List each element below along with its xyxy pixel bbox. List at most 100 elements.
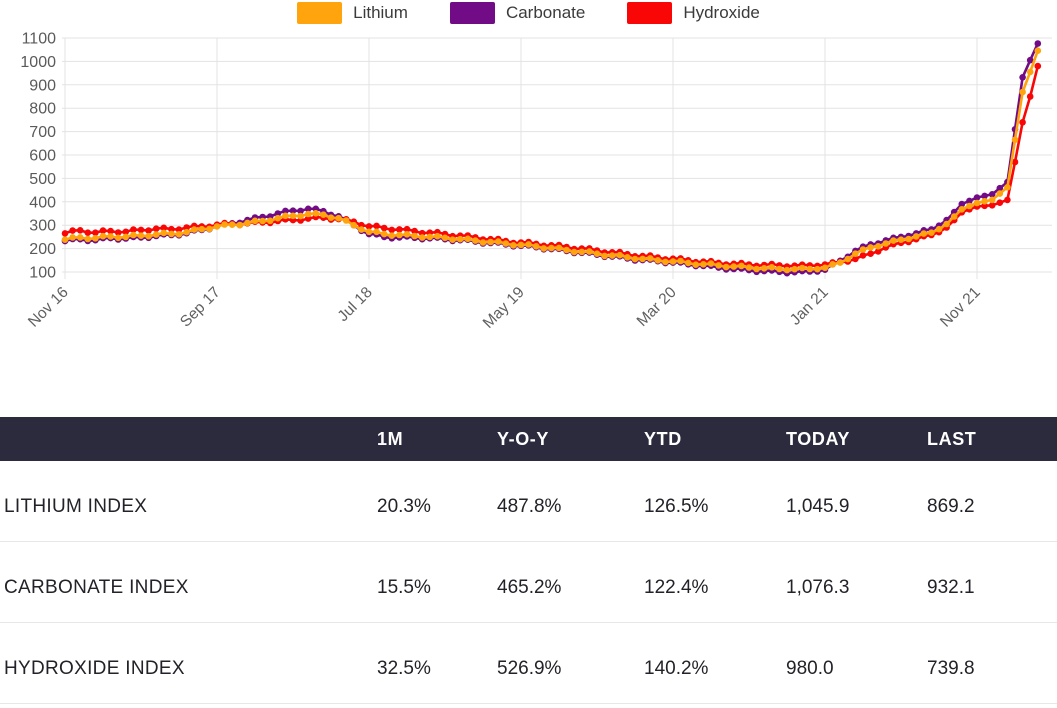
data-point <box>274 210 282 217</box>
y-axis-tick-label: 500 <box>29 171 56 188</box>
data-point <box>996 199 1004 206</box>
x-axis-tick-label: Nov 16 <box>25 284 72 331</box>
data-point <box>783 266 791 274</box>
data-point <box>988 196 996 204</box>
hydroxide-swatch-icon <box>627 2 673 24</box>
data-point <box>920 230 928 237</box>
data-point <box>304 215 312 222</box>
data-point <box>753 265 760 273</box>
data-point <box>221 221 228 228</box>
data-point <box>624 253 631 261</box>
carbonate-yoy: 465.2% <box>497 577 562 598</box>
lithium-yoy: 487.8% <box>497 496 562 517</box>
hydroxide-ytd: 140.2% <box>644 658 709 679</box>
data-point <box>434 232 441 240</box>
data-point <box>251 217 259 225</box>
data-point <box>966 197 973 205</box>
y-axis-tick-label: 600 <box>29 148 56 165</box>
data-point <box>403 231 411 238</box>
header-today: TODAY <box>786 428 851 449</box>
data-point <box>950 213 958 220</box>
data-point <box>282 207 289 215</box>
data-point <box>266 217 274 225</box>
data-point <box>289 212 297 220</box>
legend-item-hydroxide[interactable]: Hydroxide <box>627 2 760 24</box>
data-point <box>137 232 145 239</box>
data-point <box>190 226 198 233</box>
legend-item-lithium[interactable]: Lithium <box>297 2 408 24</box>
data-point <box>639 255 646 263</box>
y-axis-tick-label: 100 <box>29 265 56 282</box>
data-point <box>935 225 943 233</box>
data-point <box>1019 74 1026 81</box>
legend-label-lithium: Lithium <box>353 3 408 22</box>
data-point <box>464 235 472 243</box>
data-point <box>122 233 130 241</box>
data-point <box>320 211 327 218</box>
data-point <box>152 231 160 238</box>
data-point <box>373 228 380 236</box>
data-point <box>479 239 487 246</box>
data-point <box>768 264 776 271</box>
data-point <box>297 212 304 220</box>
data-point <box>631 255 639 263</box>
data-point <box>707 260 715 267</box>
data-point <box>1011 158 1019 166</box>
data-point <box>981 198 988 205</box>
data-point <box>107 233 114 240</box>
data-point <box>183 224 190 231</box>
data-point <box>327 214 335 221</box>
data-point <box>867 250 874 257</box>
data-point <box>76 234 84 241</box>
data-point <box>586 248 593 255</box>
data-point <box>114 229 122 236</box>
data-point <box>973 199 981 207</box>
lithium-today: 1,045.9 <box>786 496 850 517</box>
data-point <box>593 250 601 257</box>
data-point <box>912 233 920 240</box>
data-point <box>958 200 966 208</box>
legend-item-carbonate[interactable]: Carbonate <box>449 2 585 24</box>
data-point <box>859 246 867 253</box>
data-point <box>852 250 859 257</box>
data-point <box>616 251 624 259</box>
line-chart-canvas[interactable]: 100 200 300 400 500 600 700 800 900 1000 1100 Nov 1… <box>0 0 1057 352</box>
x-axis-tick-label: Jan 21 <box>787 284 832 329</box>
data-point <box>69 227 76 234</box>
hydroxide-1m: 32.5% <box>377 658 431 679</box>
row-label: CARBONATE INDEX <box>4 577 189 598</box>
data-point <box>411 227 418 235</box>
data-point <box>692 261 700 269</box>
data-point <box>76 227 84 234</box>
data-point <box>92 229 99 236</box>
data-point <box>829 261 836 268</box>
data-point <box>84 235 92 243</box>
data-point <box>449 236 456 243</box>
data-point <box>99 232 107 240</box>
data-point <box>130 231 137 239</box>
data-point <box>175 226 183 233</box>
data-point <box>365 228 373 236</box>
data-point <box>874 243 882 250</box>
data-point <box>145 232 152 240</box>
data-point <box>198 225 206 233</box>
data-point <box>555 244 563 252</box>
data-point <box>1011 136 1019 144</box>
data-point <box>160 224 168 232</box>
data-point <box>396 231 403 239</box>
index-summary-table: 1M Y-O-Y YTD TODAY LAST LITHIUM INDEX 20… <box>0 417 1057 704</box>
data-point <box>570 248 578 256</box>
lithium-last: 869.2 <box>927 496 975 517</box>
data-point <box>289 207 297 214</box>
header-last: LAST <box>927 428 977 449</box>
data-point <box>168 230 175 238</box>
data-point <box>844 255 852 263</box>
data-point <box>84 229 92 236</box>
data-point <box>487 238 494 246</box>
series-lithium[interactable] <box>61 47 1042 274</box>
hydroxide-today: 980.0 <box>786 658 834 679</box>
data-point <box>882 240 890 247</box>
data-point <box>608 252 616 259</box>
data-point <box>517 241 525 249</box>
table-row-lithium: LITHIUM INDEX 20.3% 487.8% 126.5% 1,045.… <box>0 461 1057 542</box>
